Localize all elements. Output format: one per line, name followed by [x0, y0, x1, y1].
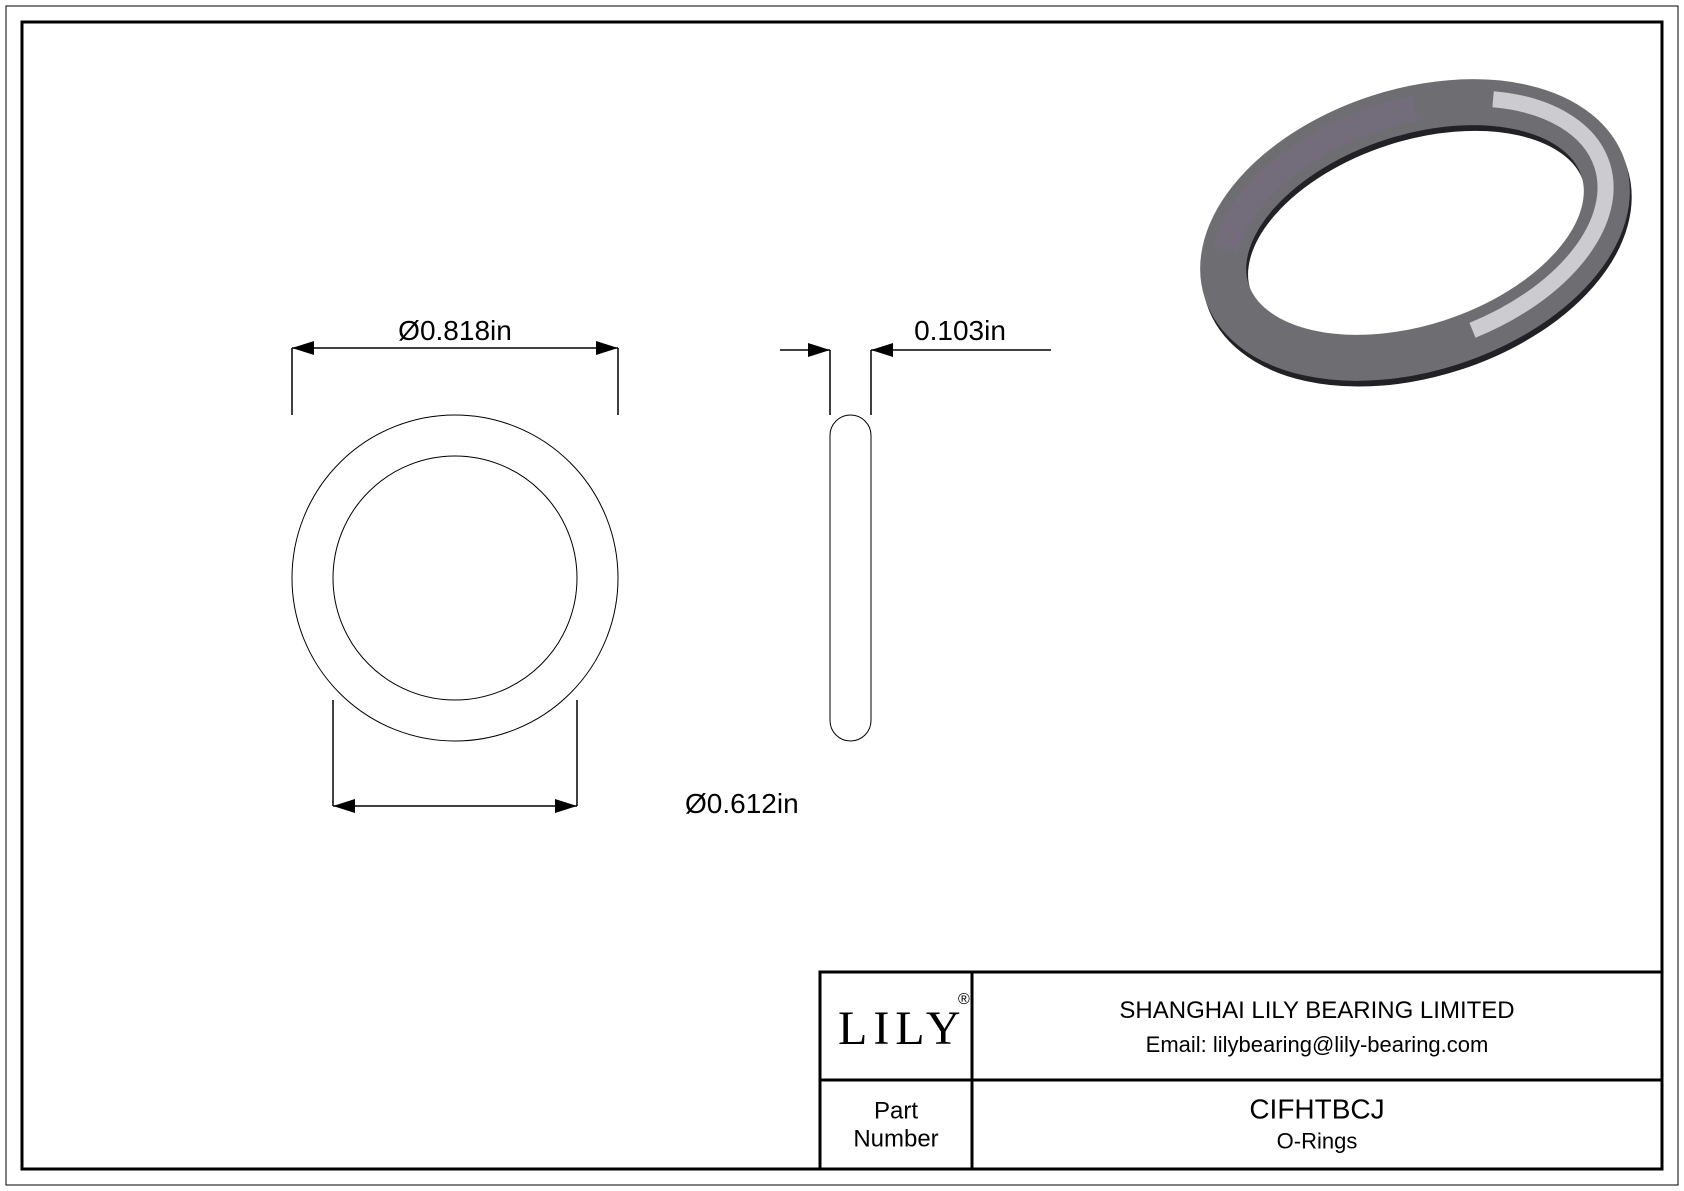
logo-registered-mark: ® [958, 991, 970, 1008]
id-arrow-right [555, 799, 577, 813]
part-number-label-line2: Number [853, 1126, 938, 1153]
front-view: Ø0.818in Ø0.612in [292, 315, 799, 819]
part-number-value: CIFHTBCJ [1249, 1094, 1384, 1125]
side-view: 0.103in [780, 315, 1051, 741]
id-arrow-left [333, 799, 355, 813]
drawing-svg: Ø0.818in Ø0.612in 0.103in LIL [0, 0, 1684, 1191]
id-label: Ø0.612in [685, 788, 799, 819]
title-block: LILY ® SHANGHAI LILY BEARING LIMITED Ema… [820, 972, 1662, 1169]
logo-text: LILY [838, 1002, 966, 1055]
od-arrow-left [292, 341, 314, 355]
thk-label: 0.103in [914, 315, 1006, 346]
dimension-thickness: 0.103in [780, 315, 1051, 415]
company-email: Email: lilybearing@lily-bearing.com [1146, 1032, 1489, 1057]
oring-inner-circle [333, 456, 577, 700]
od-label: Ø0.818in [398, 315, 512, 346]
thk-arrow-left [808, 343, 830, 357]
oring-side-outline [830, 415, 871, 741]
company-name: SHANGHAI LILY BEARING LIMITED [1119, 997, 1514, 1024]
dimension-outer-diameter: Ø0.818in [292, 315, 618, 415]
part-number-label-line1: Part [874, 1098, 918, 1125]
oring-isometric-render [1189, 53, 1642, 409]
thk-arrow-right [871, 343, 893, 357]
part-description: O-Rings [1277, 1129, 1358, 1154]
od-arrow-right [596, 341, 618, 355]
drawing-sheet: Ø0.818in Ø0.612in 0.103in LIL [0, 0, 1684, 1191]
